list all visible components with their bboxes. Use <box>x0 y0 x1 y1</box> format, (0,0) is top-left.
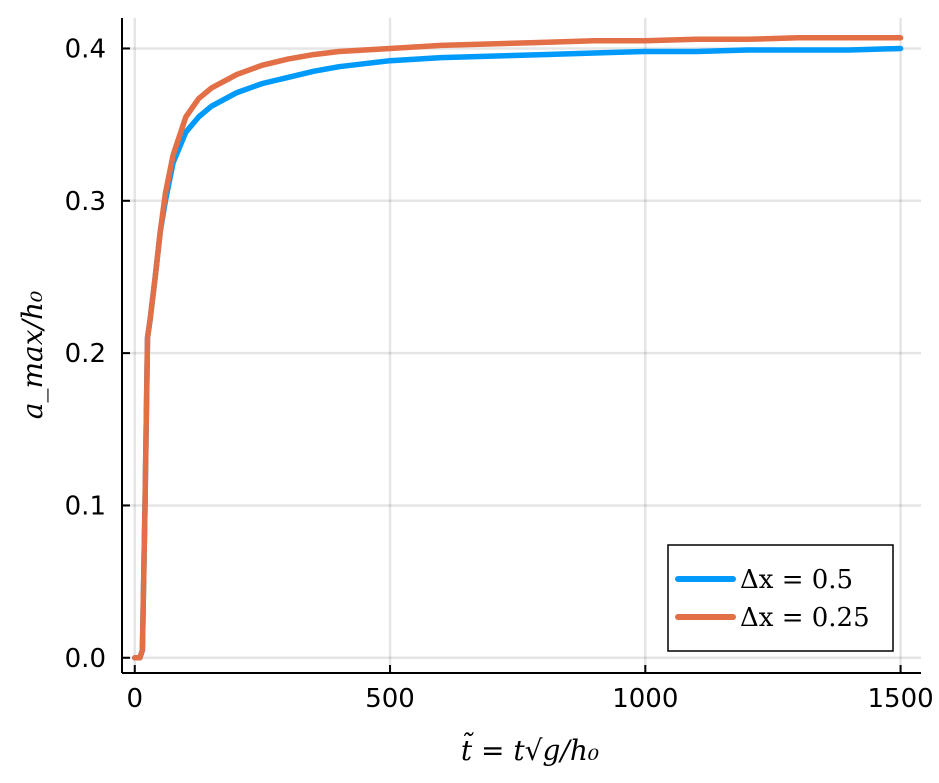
x-tick-label: 1500 <box>867 684 933 714</box>
x-axis-label: t̃ = t√g/h₀ <box>461 732 599 767</box>
y-tick-label: 0.3 <box>65 187 106 217</box>
series-line-2 <box>132 35 904 661</box>
y-tick-label: 0.2 <box>65 339 106 369</box>
axes <box>121 18 921 674</box>
tick-labels: 0 500 1000 1500 0.0 0.1 0.2 0.3 0.4 <box>65 34 934 714</box>
x-tick-label: 0 <box>126 684 143 714</box>
legend-box <box>667 544 894 652</box>
y-tick-label: 0.0 <box>65 644 106 674</box>
legend: Δx = 0.5 Δx = 0.25 <box>667 544 894 652</box>
y-tick-label: 0.4 <box>65 34 106 64</box>
x-tick-label: 1000 <box>612 684 678 714</box>
series-lines <box>132 35 904 661</box>
legend-label-2: Δx = 0.25 <box>740 603 870 633</box>
y-tick-label: 0.1 <box>65 491 106 521</box>
y-axis-label: a_max/h₀ <box>16 291 49 419</box>
legend-label-1: Δx = 0.5 <box>740 565 853 595</box>
x-tick-label: 500 <box>365 684 415 714</box>
